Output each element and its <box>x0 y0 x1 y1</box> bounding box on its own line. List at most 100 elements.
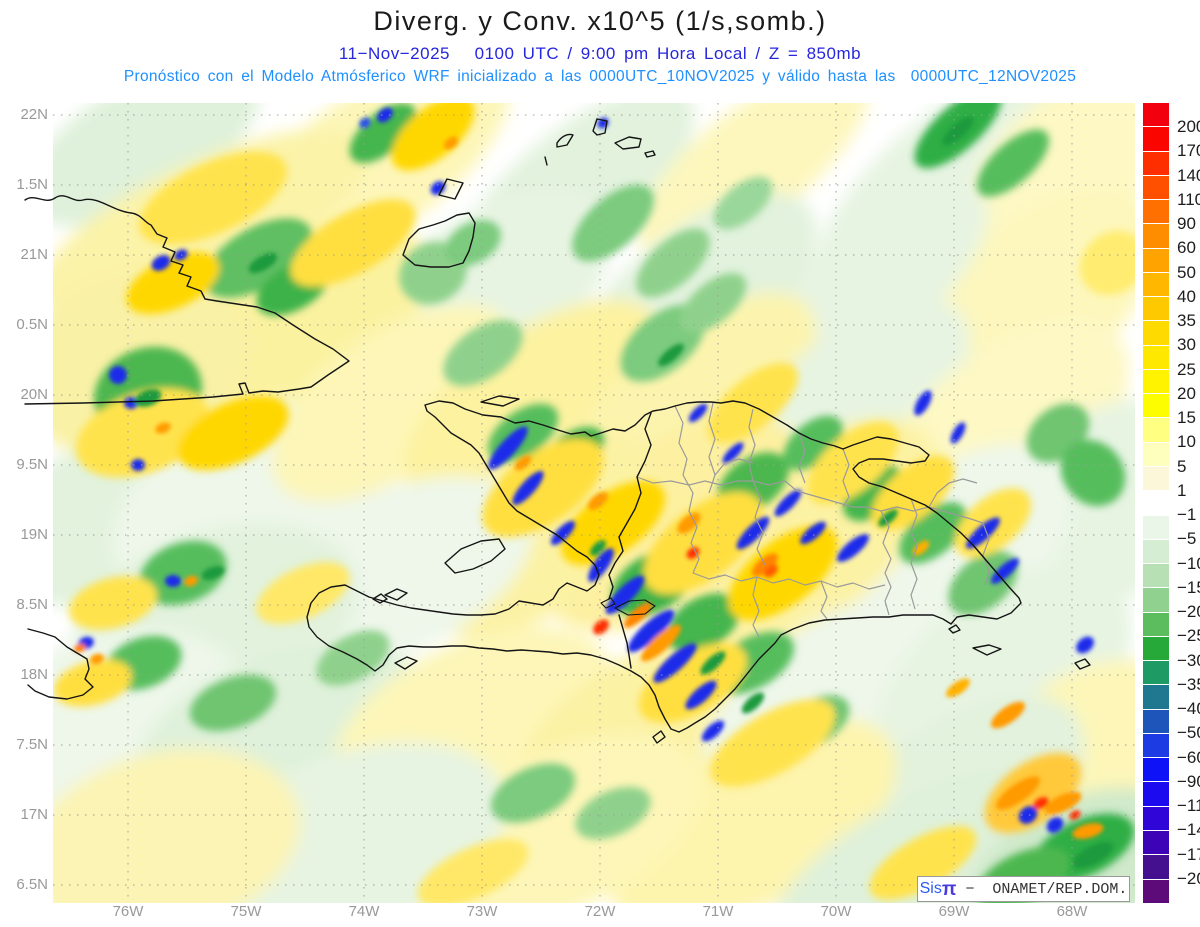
colorbar-label: 30 <box>1177 335 1196 355</box>
grid-lines <box>53 103 1135 903</box>
colorbar <box>1143 103 1169 903</box>
colorbar-label: 5 <box>1177 456 1187 476</box>
colorbar-segment <box>1143 709 1169 734</box>
colorbar-segment <box>1143 491 1169 516</box>
colorbar-label: 50 <box>1177 262 1196 282</box>
colorbar-segment <box>1143 200 1169 225</box>
weather-map <box>24 103 1135 903</box>
colorbar-segment <box>1143 636 1169 662</box>
colorbar-segment <box>1143 297 1169 322</box>
colorbar-label: 200 <box>1177 117 1200 137</box>
colorbar-segment <box>1143 539 1169 565</box>
pi-icon: π <box>941 878 957 900</box>
colorbar-label: 60 <box>1177 238 1196 258</box>
x-axis-label: 75W <box>230 903 262 920</box>
colorbar-label: −30 <box>1177 650 1200 670</box>
colorbar-segment <box>1143 806 1169 831</box>
colorbar-segment <box>1143 564 1169 589</box>
x-axis-label: 69W <box>938 903 970 920</box>
colorbar-label: −60 <box>1177 747 1200 767</box>
colorbar-label: −15 <box>1177 577 1200 597</box>
subtitle-datetime: 11−Nov−2025 0100 UTC / 9:00 pm Hora Loca… <box>338 44 862 63</box>
colorbar-segment <box>1143 175 1169 201</box>
colorbar-segment <box>1143 685 1169 710</box>
colorbar-segment <box>1143 661 1169 686</box>
x-axis-label: 70W <box>820 903 852 920</box>
colorbar-segment <box>1143 248 1169 273</box>
colorbar-segment <box>1143 733 1169 759</box>
x-axis-label: 71W <box>702 903 734 920</box>
colorbar-segment <box>1143 394 1169 419</box>
colorbar-label: 10 <box>1177 432 1196 452</box>
colorbar-label: −50 <box>1177 723 1200 743</box>
colorbar-segment <box>1143 127 1169 152</box>
colorbar-label: −35 <box>1177 674 1200 694</box>
divergence-field <box>53 103 1135 903</box>
colorbar-label: 20 <box>1177 383 1196 403</box>
colorbar-segment <box>1143 224 1169 249</box>
colorbar-segment <box>1143 151 1169 176</box>
y-axis-label: 19N <box>20 526 48 543</box>
colorbar-label: 15 <box>1177 408 1196 428</box>
colorbar-segment <box>1143 345 1169 370</box>
colorbar-segment <box>1143 879 1169 903</box>
colorbar-label: −200 <box>1177 868 1200 888</box>
colorbar-segment <box>1143 855 1169 880</box>
y-axis-label: 21N <box>20 246 48 263</box>
colorbar-label: −20 <box>1177 602 1200 622</box>
province-borders <box>636 402 990 638</box>
y-axis-label: 22N <box>20 106 48 123</box>
colorbar-label: −5 <box>1177 529 1197 549</box>
colorbar-segment <box>1143 588 1169 613</box>
watermark: Sis π − ONAMET/REP.DOM. <box>917 876 1130 902</box>
y-axis-label: 17N <box>20 806 48 823</box>
colorbar-label: 35 <box>1177 311 1196 331</box>
colorbar-segment <box>1143 321 1169 346</box>
colorbar-label: 170 <box>1177 141 1200 161</box>
watermark-app-name: Sis <box>919 880 942 897</box>
y-axis-label: 0.5N <box>16 316 48 333</box>
y-axis-label: 7.5N <box>16 736 48 753</box>
watermark-org: − ONAMET/REP.DOM. <box>956 880 1128 898</box>
colorbar-label: 40 <box>1177 286 1196 306</box>
subtitle-model: Pronóstico con el Modelo Atmósferico WRF… <box>123 68 1077 85</box>
coastlines <box>24 118 1091 744</box>
x-axis-label: 76W <box>112 903 144 920</box>
colorbar-label: −170 <box>1177 844 1200 864</box>
colorbar-label: 25 <box>1177 359 1196 379</box>
colorbar-label: −25 <box>1177 626 1200 646</box>
colorbar-segment <box>1143 830 1169 856</box>
y-axis-label: 6.5N <box>16 876 48 893</box>
x-axis-label: 72W <box>584 903 616 920</box>
colorbar-label: −1 <box>1177 505 1197 525</box>
colorbar-segment <box>1143 272 1169 298</box>
x-axis-label: 68W <box>1056 903 1088 920</box>
y-axis-label: 1.5N <box>16 176 48 193</box>
colorbar-label: −90 <box>1177 771 1200 791</box>
colorbar-label: 1 <box>1177 480 1187 500</box>
colorbar-segment <box>1143 782 1169 807</box>
x-axis-label: 74W <box>348 903 380 920</box>
colorbar-label: 140 <box>1177 165 1200 185</box>
page-title: Diverg. y Conv. x10^5 (1/s,somb.) <box>373 6 827 36</box>
colorbar-segment <box>1143 515 1169 540</box>
y-axis-label: 18N <box>20 666 48 683</box>
colorbar-segment <box>1143 369 1169 395</box>
colorbar-label: −10 <box>1177 553 1200 573</box>
x-axis-label: 73W <box>466 903 498 920</box>
colorbar-label: −140 <box>1177 820 1200 840</box>
colorbar-segment <box>1143 466 1169 492</box>
colorbar-label: −110 <box>1177 796 1200 816</box>
colorbar-label: −40 <box>1177 699 1200 719</box>
colorbar-label: 110 <box>1177 189 1200 209</box>
colorbar-label: 90 <box>1177 214 1196 234</box>
y-axis-label: 8.5N <box>16 596 48 613</box>
colorbar-segment <box>1143 612 1169 637</box>
colorbar-segment <box>1143 758 1169 783</box>
colorbar-segment <box>1143 103 1169 128</box>
y-axis-label: 9.5N <box>16 456 48 473</box>
y-axis-label: 20N <box>20 386 48 403</box>
colorbar-segment <box>1143 442 1169 467</box>
colorbar-segment <box>1143 418 1169 443</box>
